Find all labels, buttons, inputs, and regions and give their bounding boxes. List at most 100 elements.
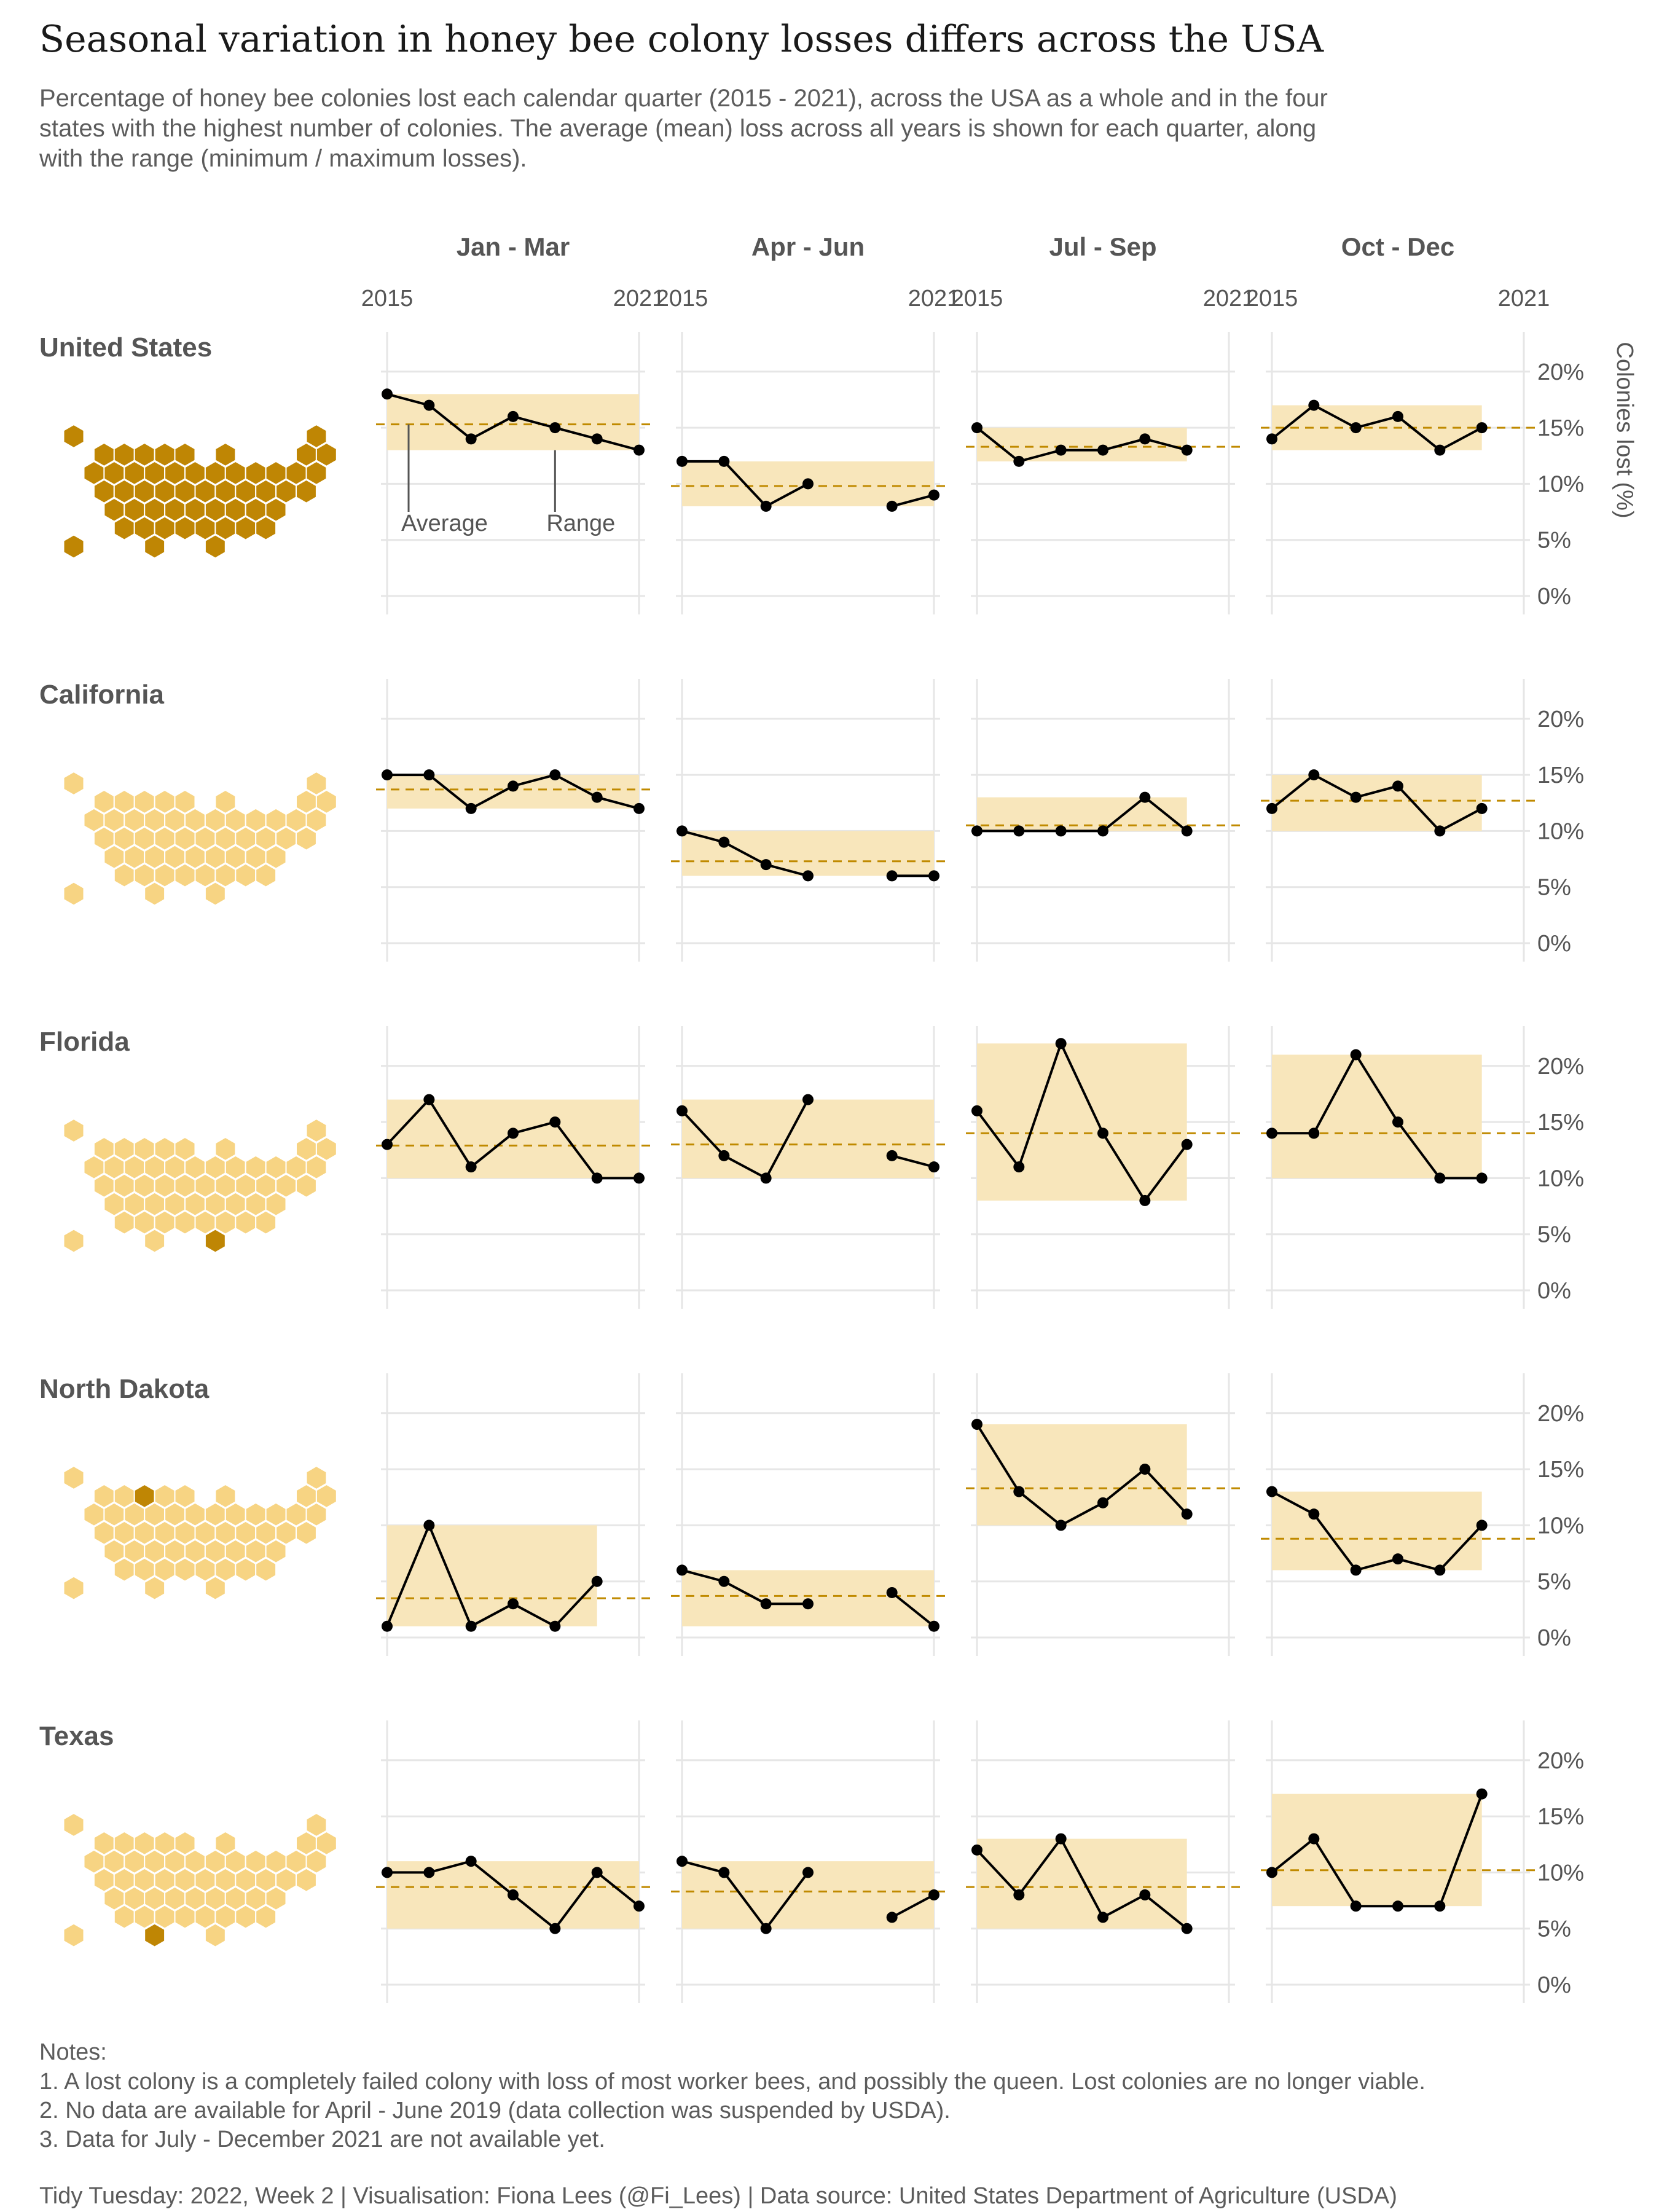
y-tick-label: 15% [1537, 1457, 1584, 1483]
y-tick-label: 5% [1537, 1569, 1571, 1595]
data-point [633, 1172, 645, 1184]
data-point [465, 1161, 477, 1173]
quarter-header: Jan - Mar [457, 232, 570, 261]
data-point [718, 1575, 730, 1587]
data-point [508, 410, 519, 422]
map-hex [204, 1575, 226, 1601]
map-hex [63, 1465, 85, 1491]
data-point [802, 478, 814, 490]
map-hex [113, 1904, 135, 1929]
data-point [1097, 1128, 1108, 1139]
map-hex [305, 1502, 327, 1527]
data-point [423, 399, 435, 411]
map-hex [144, 1923, 166, 1948]
data-point [1181, 1139, 1193, 1150]
series-line [976, 1423, 1188, 1527]
data-point [802, 1598, 814, 1610]
map-hex [305, 423, 327, 449]
series-line [976, 426, 1188, 463]
series-line [1271, 1490, 1483, 1572]
data-point [886, 1912, 898, 1923]
map-hex [144, 1575, 166, 1601]
range-band [682, 1099, 934, 1179]
y-tick-label: 0% [1537, 1625, 1571, 1651]
series-line [1271, 404, 1483, 452]
data-point [971, 422, 982, 434]
data-point [971, 825, 982, 837]
map-hex [305, 460, 327, 486]
data-point [760, 1923, 772, 1934]
y-tick-label: 0% [1537, 1278, 1571, 1304]
data-point [1434, 1900, 1446, 1912]
quarter-header: Apr - Jun [751, 232, 865, 261]
series-line [386, 1522, 598, 1628]
data-point [1013, 1486, 1025, 1497]
x-tick-label: 2021 [1498, 286, 1550, 312]
map-hex [235, 1210, 257, 1235]
map-hex [63, 534, 85, 559]
data-point [928, 489, 939, 501]
map-hex [305, 1812, 327, 1838]
map-hex [113, 1557, 135, 1582]
map-hex [63, 1812, 85, 1838]
data-point [1181, 825, 1193, 837]
map-hex [174, 789, 196, 815]
map-hex [315, 1483, 337, 1509]
data-point [1055, 1833, 1067, 1845]
map-hex [265, 1191, 287, 1217]
map-hex [174, 1830, 196, 1856]
data-point [802, 1867, 814, 1878]
data-point [886, 1150, 898, 1161]
data-point [971, 1419, 982, 1430]
map-hex [174, 1136, 196, 1162]
map-hex [174, 863, 196, 888]
data-point [1350, 791, 1362, 803]
map-hex [265, 1539, 287, 1564]
map-hex [63, 423, 85, 449]
data-point [1266, 433, 1277, 445]
data-point [465, 1620, 477, 1632]
data-point [508, 1889, 519, 1900]
data-point [382, 388, 393, 400]
data-point [802, 1094, 814, 1105]
quarter-header: Jul - Sep [1049, 232, 1156, 261]
map-hex [265, 1886, 287, 1911]
map-hex [235, 1557, 257, 1582]
map-hex [255, 863, 277, 888]
data-point [508, 780, 519, 792]
data-point [1392, 1900, 1403, 1912]
y-tick-label: 0% [1537, 1972, 1571, 1998]
data-point [1392, 410, 1403, 422]
series-line [892, 1154, 935, 1169]
map-hex [63, 1923, 85, 1948]
data-point [1476, 1172, 1488, 1184]
data-point [382, 1867, 393, 1878]
map-hex [113, 863, 135, 888]
data-point [1266, 1128, 1277, 1139]
range-band [977, 797, 1187, 831]
map-hex [144, 881, 166, 906]
data-point [1434, 1172, 1446, 1184]
range-band [387, 775, 639, 809]
data-point [1350, 1564, 1362, 1576]
data-point [886, 500, 898, 512]
map-hex [204, 1923, 226, 1948]
note-1: 1. A lost colony is a completely failed … [39, 2069, 1426, 2095]
data-point [928, 1889, 939, 1900]
data-point [1139, 433, 1151, 445]
x-tick-label: 2021 [908, 286, 960, 312]
series-line [976, 1836, 1188, 1930]
data-point [1097, 825, 1108, 837]
data-point [718, 1150, 730, 1161]
map-hex [204, 881, 226, 906]
map-hex [235, 516, 257, 541]
map-hex [315, 1830, 337, 1856]
range-band [387, 1525, 597, 1626]
data-point [1434, 444, 1446, 456]
data-point [677, 825, 688, 837]
map-hex [305, 807, 327, 833]
y-tick-label: 10% [1537, 1513, 1584, 1539]
map-hex [63, 771, 85, 796]
y-tick-label: 10% [1537, 471, 1584, 497]
data-point [1308, 1128, 1320, 1139]
